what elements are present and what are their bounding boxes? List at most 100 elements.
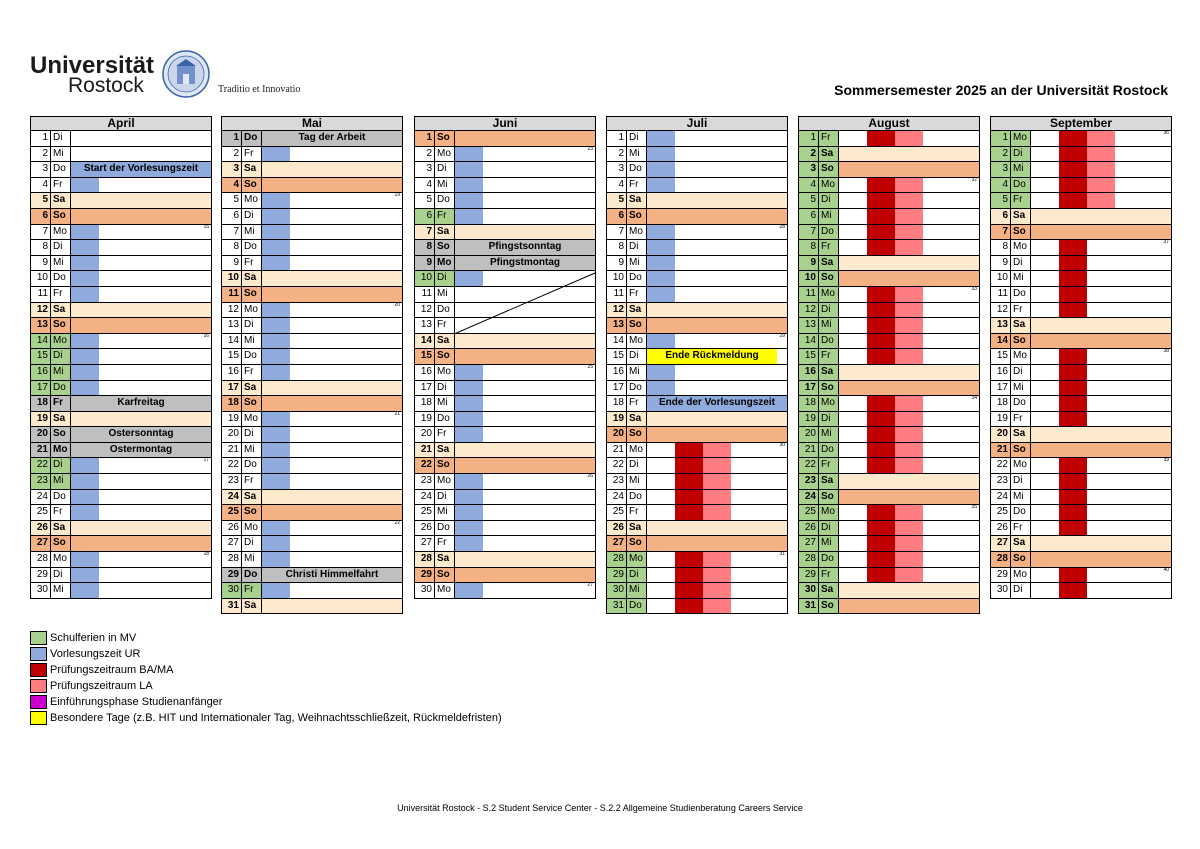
day-row: 29 Mo 40 <box>990 567 1172 584</box>
legend-item: Prüfungszeitraum LA <box>30 678 502 694</box>
exam-ba-ma-bar <box>1059 583 1087 598</box>
weekday: Mi <box>1011 162 1031 177</box>
special-day-label: Pfingstsonntag <box>488 241 562 253</box>
day-row: 28 So <box>990 552 1172 568</box>
day-number: 9 <box>991 255 1011 271</box>
day-row: 29 Fr <box>798 567 980 584</box>
day-row: 17 Di <box>414 380 596 397</box>
exam-ba-ma-bar <box>675 552 703 567</box>
day-row: 19 Di <box>798 411 980 428</box>
day-row: 23 Sa <box>798 474 980 490</box>
day-number: 30 <box>415 583 435 598</box>
day-content <box>647 489 787 505</box>
weekday: Mo <box>819 286 839 302</box>
lecture-period-bar <box>455 583 483 598</box>
day-number: 24 <box>415 489 435 505</box>
day-number: 23 <box>222 474 242 489</box>
day-number: 7 <box>799 224 819 240</box>
weekday: Do <box>435 193 455 208</box>
weekday: Sa <box>1011 536 1031 552</box>
day-row: 26 Sa <box>606 520 788 537</box>
day-content <box>1031 505 1171 520</box>
day-row: 22 Mo 39 <box>990 457 1172 475</box>
day-content <box>647 412 787 427</box>
day-content <box>262 255 402 271</box>
day-content <box>1031 380 1171 396</box>
weekday: So <box>242 396 262 411</box>
day-number: 21 <box>222 442 242 458</box>
day-number: 27 <box>607 536 627 552</box>
weekday: Do <box>51 380 71 396</box>
exam-ba-ma-bar <box>867 224 895 240</box>
day-row: 6 Fr <box>414 208 596 225</box>
day-number: 11 <box>607 286 627 302</box>
weekday: So <box>819 489 839 505</box>
day-number: 21 <box>991 442 1011 458</box>
day-row: 9 Mi <box>30 255 212 272</box>
day-content: 40 <box>1031 567 1171 583</box>
exam-ba-ma-bar <box>1059 567 1087 583</box>
day-row: 10 Mi <box>990 271 1172 287</box>
day-number: 10 <box>607 271 627 286</box>
exam-la-bar <box>1087 146 1115 162</box>
exam-ba-ma-bar <box>1059 286 1087 302</box>
weekday: Do <box>1011 396 1031 411</box>
exam-ba-ma-bar <box>675 598 703 614</box>
day-row: 9 Fr <box>221 255 403 272</box>
day-row: 8 Fr <box>798 240 980 256</box>
week-number: 18 <box>203 551 209 558</box>
lecture-period-bar <box>71 458 99 474</box>
weekday: Sa <box>1011 427 1031 442</box>
weekday: Do <box>819 442 839 458</box>
day-row: 1 Di <box>30 131 212 147</box>
day-row: 5 Fr <box>990 193 1172 209</box>
day-content <box>455 536 595 552</box>
lecture-period-bar <box>647 271 675 286</box>
day-number: 9 <box>415 255 435 271</box>
day-row: 7 Do <box>798 224 980 241</box>
weekday: Fr <box>1011 411 1031 427</box>
weekday: Sa <box>435 224 455 240</box>
exam-ba-ma-bar <box>675 442 703 458</box>
day-row: 15 So <box>414 349 596 365</box>
legend-swatch <box>30 695 47 709</box>
day-row: 22 Di 17 <box>30 457 212 475</box>
day-content <box>262 240 402 255</box>
exam-la-bar <box>895 520 923 536</box>
day-content <box>71 380 211 396</box>
day-row: 18 Do <box>990 396 1172 412</box>
day-row: 3 Di <box>414 162 596 178</box>
day-content <box>1031 146 1171 162</box>
day-number: 14 <box>31 333 51 349</box>
weekday: Di <box>242 208 262 224</box>
lecture-period-bar <box>71 271 99 286</box>
day-row: 10 Di <box>414 271 596 287</box>
weekday: Do <box>51 162 71 177</box>
day-row: 4 Mi <box>414 177 596 194</box>
weekday: Fr <box>627 396 647 411</box>
week-number: 19 <box>394 192 400 199</box>
day-row: 6 Mi <box>798 208 980 225</box>
day-number: 6 <box>415 208 435 224</box>
day-number: 4 <box>222 177 242 193</box>
day-row: 15 Fr <box>798 349 980 365</box>
month-header: Juli <box>606 116 788 131</box>
lecture-period-bar <box>71 255 99 271</box>
special-day-label: Ostermontag <box>109 443 173 455</box>
day-number: 3 <box>222 162 242 177</box>
day-content <box>455 208 595 224</box>
day-number: 31 <box>607 598 627 614</box>
lecture-period-bar <box>262 474 290 489</box>
weekday: Sa <box>1011 208 1031 224</box>
day-content: Ostermontag <box>71 442 211 458</box>
weekday: So <box>819 162 839 177</box>
week-number: 38 <box>1163 348 1169 355</box>
weekday: So <box>435 240 455 255</box>
day-row: 9 Mo Pfingstmontag <box>414 255 596 272</box>
day-row: 14 Mo 29 <box>606 333 788 350</box>
day-content <box>1031 474 1171 489</box>
day-content <box>839 193 979 208</box>
exam-la-bar <box>895 286 923 302</box>
day-content <box>71 209 211 224</box>
weekday: Di <box>1011 146 1031 162</box>
